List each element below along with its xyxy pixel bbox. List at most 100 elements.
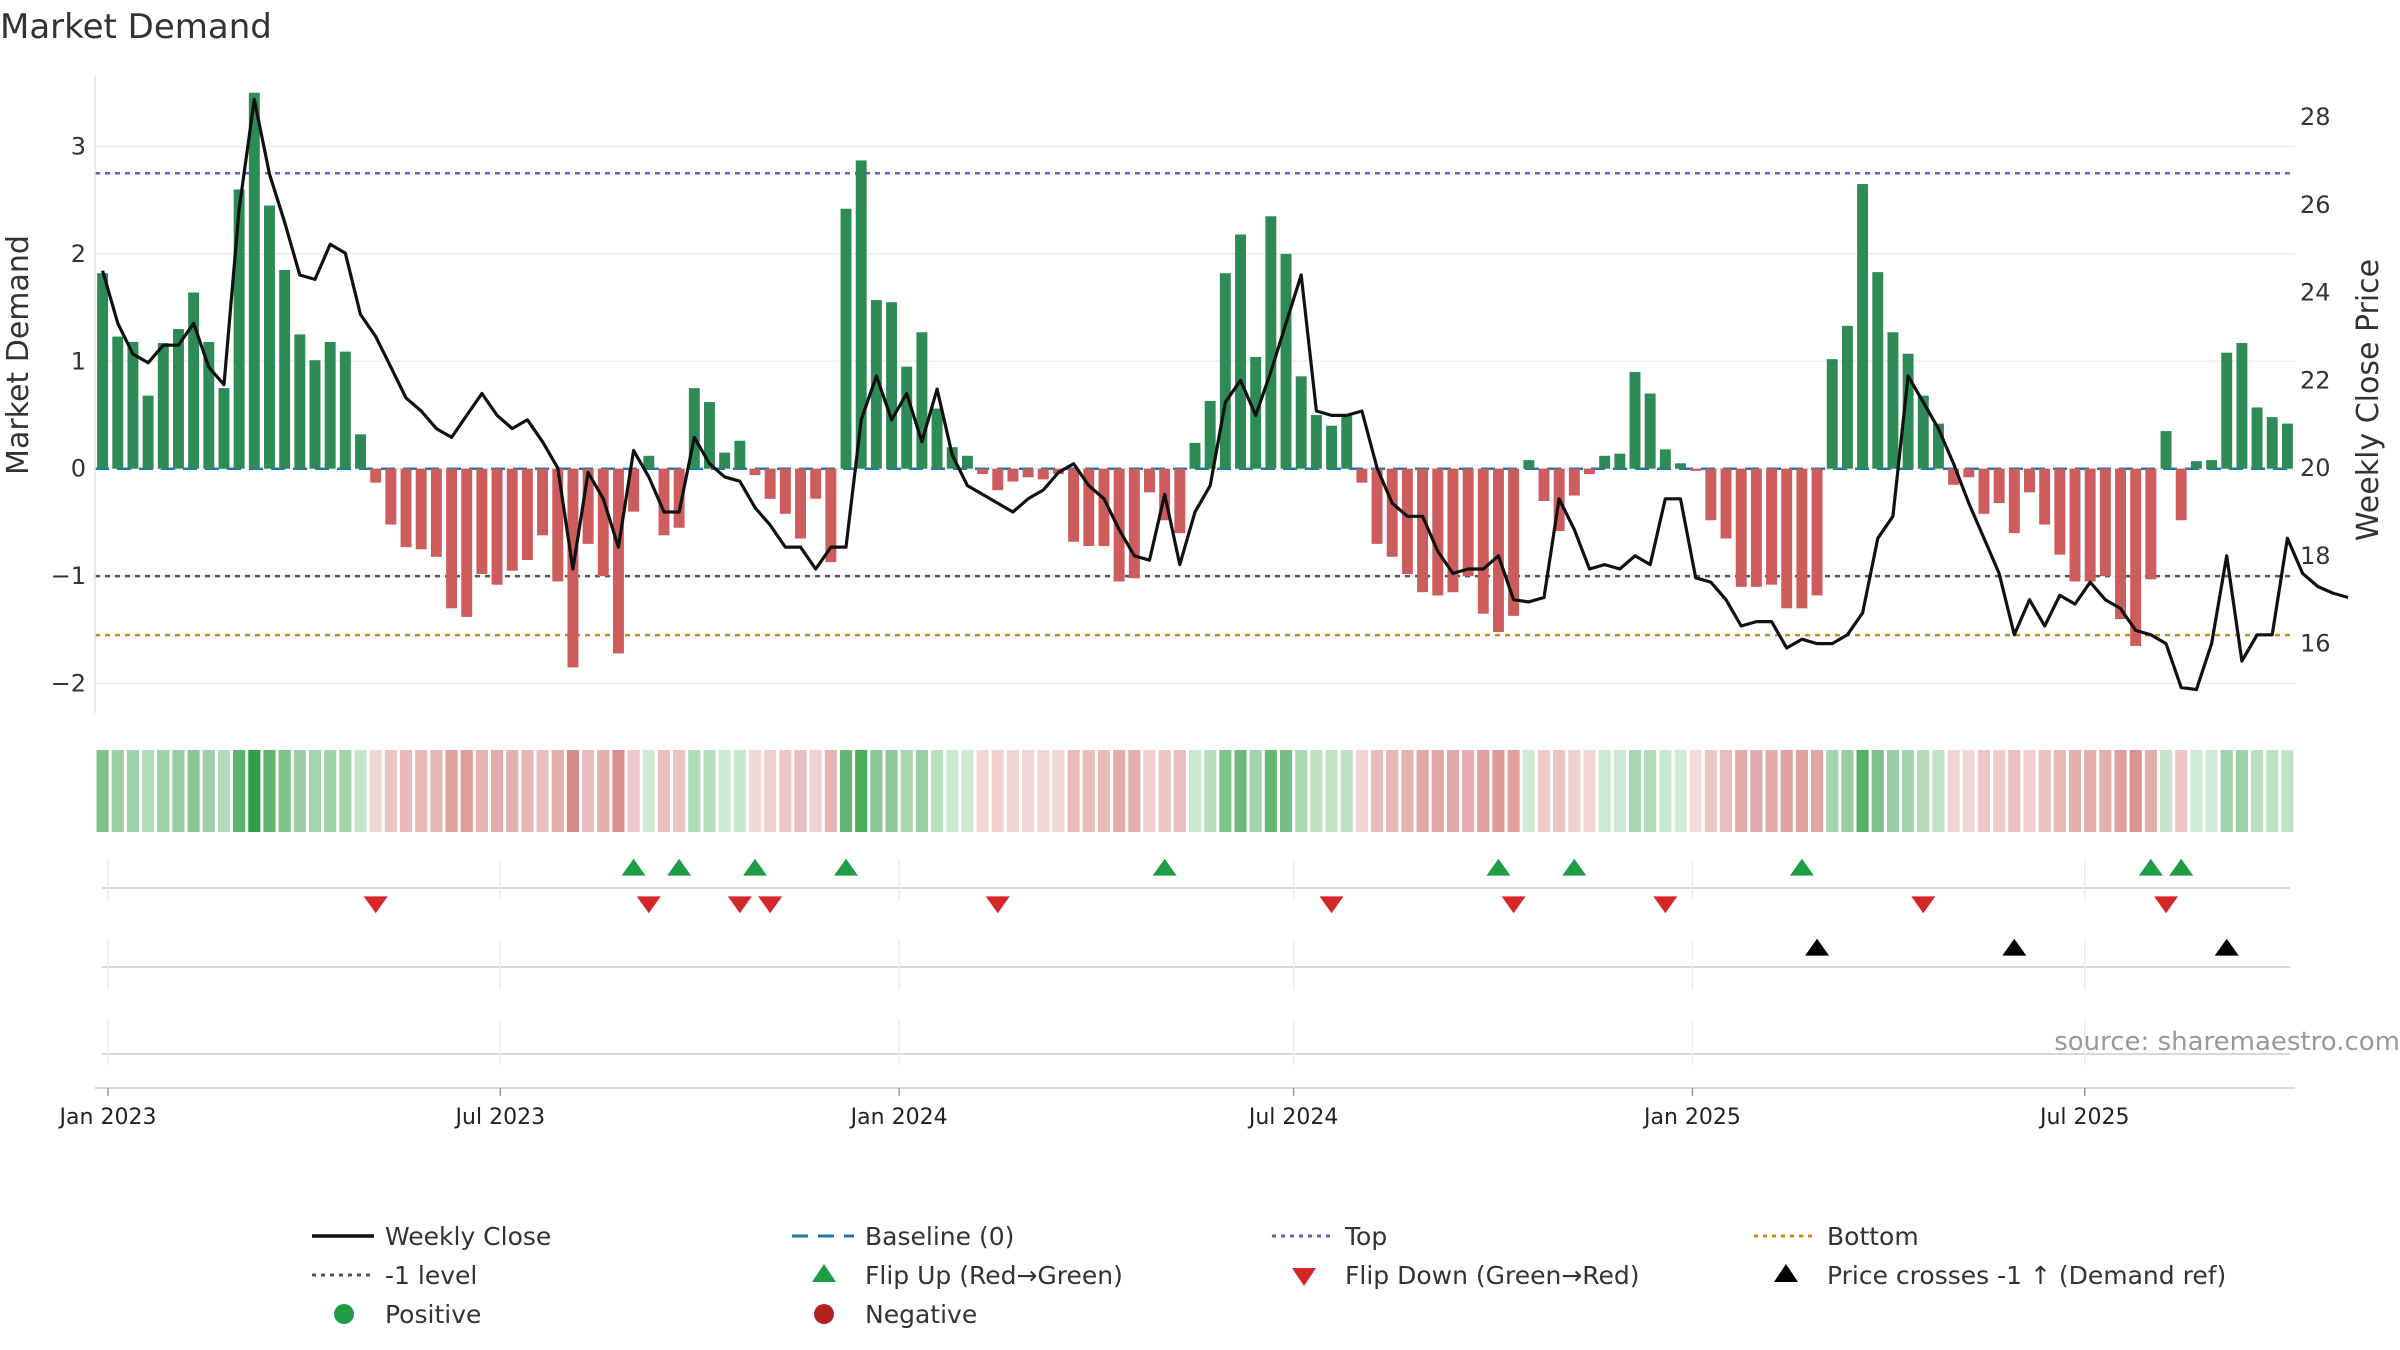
demand-bar: [491, 468, 503, 585]
demand-bar: [977, 468, 989, 475]
demand-bar: [112, 336, 124, 469]
demand-bar: [1705, 468, 1717, 521]
demand-bar: [779, 468, 791, 514]
heat-strip-cell: [1067, 750, 1080, 832]
heat-strip-cell: [1234, 750, 1247, 832]
demand-bar: [309, 360, 321, 469]
heat-strip-cell: [1613, 750, 1626, 832]
heat-strip-cell: [642, 750, 655, 832]
y2-tick-label: 24: [2300, 279, 2331, 307]
heat-strip-cell: [2281, 750, 2294, 832]
heat-strip-cell: [597, 750, 610, 832]
demand-bar: [1766, 468, 1778, 585]
heat-strip-cell: [627, 750, 640, 832]
heat-strip-cell: [1795, 750, 1808, 832]
y-tick-label: −1: [51, 562, 86, 590]
heat-strip-cell: [824, 750, 837, 832]
heat-strip-cell: [1052, 750, 1065, 832]
heat-strip-cell: [1006, 750, 1019, 832]
flip-down-marker: [727, 896, 752, 914]
heat-strip-cell: [1492, 750, 1505, 832]
date-tick-label: Jul 2023: [454, 1105, 546, 1130]
demand-bar: [2190, 461, 2202, 469]
demand-bar: [294, 334, 306, 469]
event-marker-rows: [102, 858, 2290, 1065]
chart-title: Market Demand: [0, 7, 272, 47]
heat-strip-cell: [1811, 750, 1824, 832]
flip-down-marker: [363, 896, 388, 914]
flip-down-marker: [985, 896, 1010, 914]
demand-bar: [810, 468, 822, 499]
heat-strip-cell: [263, 750, 276, 832]
heat-strip-cell: [475, 750, 488, 832]
heat-strip-cell: [1704, 750, 1717, 832]
heat-strip-cell: [1537, 750, 1551, 832]
heat-strip-cell: [1674, 750, 1687, 832]
heat-strip-cell: [612, 750, 625, 832]
heat-strip-cell: [1310, 750, 1323, 832]
heat-strip-cell: [1355, 750, 1368, 832]
heat-strip-cell: [369, 750, 382, 832]
flip-up-marker: [1789, 858, 1814, 876]
price-cross-marker: [2214, 938, 2239, 956]
demand-bar: [2206, 460, 2218, 469]
weekly-close-line: [101, 97, 2349, 692]
legend-label-flip-up: Flip Up (Red→Green): [865, 1261, 1123, 1290]
y-tick-label: 3: [71, 132, 86, 160]
heat-strip-cell: [1037, 750, 1050, 832]
demand-bar: [1128, 468, 1140, 579]
heat-strip-cell: [733, 750, 746, 832]
y-tick-label: 1: [71, 347, 86, 375]
legend-label-weekly-close: Weekly Close: [385, 1222, 551, 1251]
demand-bar: [719, 452, 731, 469]
y-tick-label: 2: [71, 240, 86, 268]
heat-strip-cell: [1371, 750, 1384, 832]
demand-bar: [1826, 359, 1838, 469]
demand-heat-strip: [96, 750, 2294, 832]
demand-bar: [1295, 376, 1307, 469]
demand-bar: [1401, 468, 1413, 574]
demand-bar: [2054, 468, 2066, 555]
demand-bar: [795, 468, 806, 539]
price-cross-marker: [2002, 938, 2027, 956]
heat-strip-cell: [1446, 750, 1459, 832]
heat-strip-cell: [339, 750, 352, 832]
heat-strip-cell: [1886, 750, 1899, 832]
legend-label-minus-one: -1 level: [385, 1261, 477, 1290]
demand-bar: [961, 455, 973, 469]
heat-strip-cell: [2053, 750, 2066, 832]
heat-strip-cell: [1204, 750, 1217, 832]
demand-bar: [1568, 468, 1580, 496]
demand-bar: [2281, 423, 2293, 469]
demand-bar: [430, 468, 442, 557]
demand-bar: [506, 468, 518, 571]
heat-strip-cell: [324, 750, 337, 832]
demand-bar: [233, 189, 245, 469]
demand-bar: [1659, 449, 1671, 469]
demand-bar: [1144, 468, 1155, 493]
heat-strip-cell: [1583, 750, 1596, 832]
price-cross-marker: [1805, 938, 1830, 956]
flip-up-marker: [621, 858, 646, 876]
heat-strip-cell: [2084, 750, 2097, 832]
demand-bar: [840, 208, 852, 469]
heat-strip-cell: [1097, 750, 1111, 832]
heat-strip-cell: [718, 750, 731, 832]
demand-bar: [1189, 442, 1201, 469]
heat-strip-cell: [1598, 750, 1611, 832]
y2-tick-label: 22: [2300, 366, 2331, 394]
demand-bar: [1781, 468, 1793, 609]
heat-strip-cell: [172, 750, 185, 832]
heat-strip-cell: [688, 750, 701, 832]
demand-bar: [2084, 468, 2096, 582]
heat-strip-cell: [1249, 750, 1262, 832]
demand-bar: [1007, 468, 1019, 482]
flip-down-marker: [758, 896, 783, 914]
heat-strip-cell: [1826, 750, 1839, 832]
legend-swatch-flip-up: [812, 1264, 836, 1282]
demand-bar: [1872, 272, 1884, 469]
heat-strip-cell: [1553, 750, 1566, 832]
price-line-layer: [101, 97, 2349, 692]
heat-strip-cell: [187, 750, 200, 832]
heat-strip-cell: [2220, 750, 2233, 832]
